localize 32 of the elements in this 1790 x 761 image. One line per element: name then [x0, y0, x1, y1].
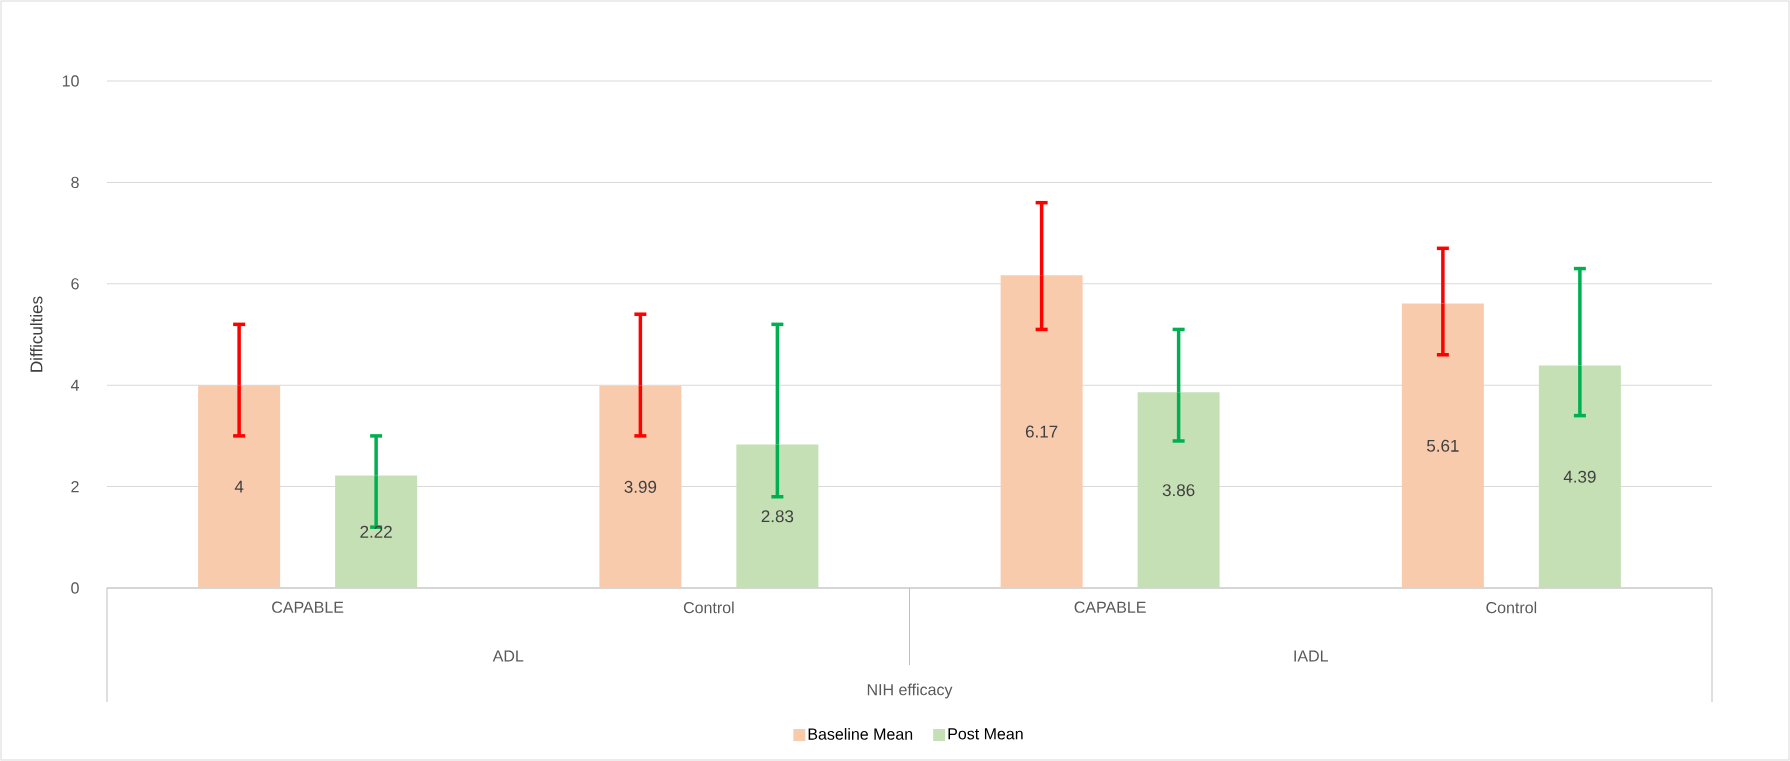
data-label: 3.86	[1162, 484, 1195, 497]
y-tick-label: 4	[70, 379, 79, 391]
bar	[1137, 392, 1220, 588]
bar	[198, 385, 281, 588]
data-label: 5.61	[1427, 439, 1459, 452]
bar	[599, 385, 682, 588]
bar	[736, 444, 819, 588]
y-tick-label: 2	[71, 481, 79, 493]
legend-label: Baseline Mean	[808, 728, 913, 740]
text: IADL	[1294, 650, 1328, 662]
data-label: 2.83	[761, 510, 794, 523]
x-tick-label: Control	[683, 601, 734, 614]
data-label: 3.99	[624, 480, 657, 493]
text: ADL	[492, 650, 524, 662]
y-tick-label: 8	[71, 176, 79, 189]
data-label: 2.22	[360, 525, 392, 538]
data-label: 6.17	[1025, 425, 1058, 438]
bar	[1401, 303, 1484, 588]
x-tick-label: CAPABLE	[272, 601, 344, 613]
y-axis-title: Difficulties	[29, 296, 43, 372]
x-tick-label: CAPABLE	[1074, 601, 1146, 613]
x-tick-label: Control	[1486, 601, 1537, 614]
y-tick-label: 6	[71, 278, 79, 290]
y-tick-label: 10	[62, 75, 79, 87]
data-label: 4	[234, 480, 244, 493]
bar	[335, 475, 418, 588]
x-axis-title: NIH efficacy	[867, 683, 953, 699]
legend-label: Post Mean	[948, 728, 1023, 740]
data-label: 4.39	[1563, 470, 1596, 483]
y-tick-label: 0	[71, 582, 79, 594]
bar	[1538, 365, 1621, 588]
bar	[1000, 275, 1083, 588]
